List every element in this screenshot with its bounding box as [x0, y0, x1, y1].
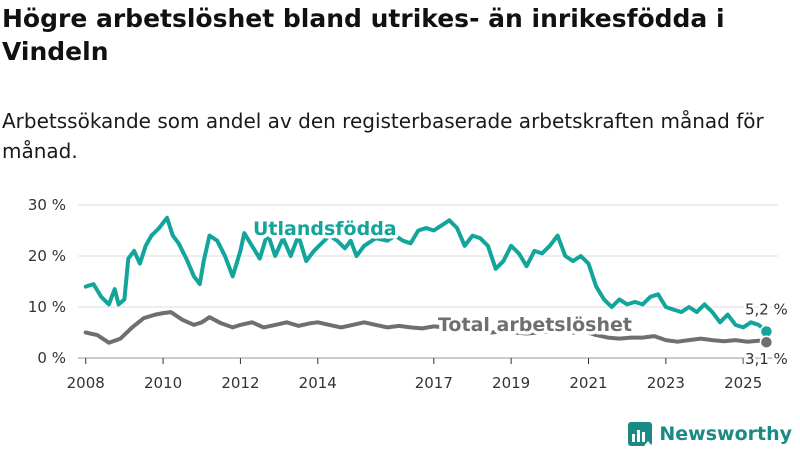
end-point-marker — [759, 335, 774, 349]
x-tick-label: 2019 — [492, 374, 530, 392]
utlandsfodda-label: Utlandsfödda — [253, 218, 397, 240]
y-axis: 0 % 10 % 20 % 30 % — [28, 196, 66, 367]
y-tick-label: 20 % — [28, 247, 66, 265]
x-tick-label: 2017 — [415, 374, 453, 392]
series-lines — [83, 215, 774, 349]
newsworthy-brand: Newsworthy — [627, 420, 792, 448]
total-arbetsloshet-end-value: 3,1 % — [745, 350, 788, 368]
x-tick-label: 2023 — [647, 374, 685, 392]
x-tick-label: 2008 — [67, 374, 105, 392]
newsworthy-chart-logo-icon — [628, 422, 653, 446]
x-tick-label: 2021 — [569, 374, 607, 392]
utlandsfodda-end-value: 5,2 % — [745, 300, 788, 318]
total-arbetsloshet-line — [83, 310, 769, 345]
series-labels: Utlandsfödda Total arbetslöshet 5,2 % 3,1 % — [250, 215, 791, 371]
total-arbetsloshet-label: Total arbetslöshet — [438, 314, 632, 336]
brand-name: Newsworthy — [659, 423, 792, 445]
x-tick-label: 2010 — [144, 374, 182, 392]
x-tick-label: 2025 — [724, 374, 762, 392]
x-tick-label: 2012 — [221, 374, 259, 392]
chart-title: Högre arbetslöshet bland utrikes- än inr… — [2, 4, 725, 66]
y-tick-label: 30 % — [28, 196, 66, 214]
chart-subtitle: Arbetssökande som andel av den registerb… — [2, 109, 764, 163]
y-tick-label: 10 % — [28, 298, 66, 316]
y-tick-label: 0 % — [37, 349, 66, 367]
x-axis: 2008 2010 2012 2014 2017 2019 2021 2023 2025 — [67, 358, 762, 392]
gridlines — [78, 204, 778, 359]
x-tick-label: 2014 — [299, 374, 337, 392]
utlandsfodda-line — [83, 215, 769, 334]
